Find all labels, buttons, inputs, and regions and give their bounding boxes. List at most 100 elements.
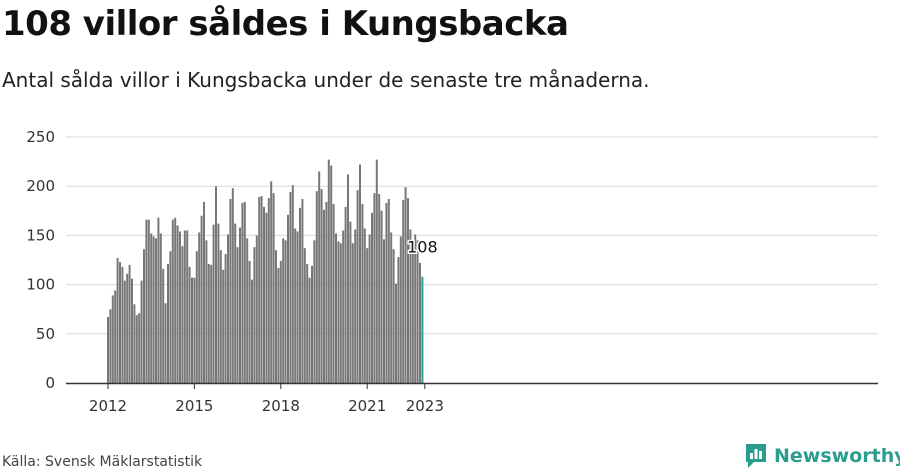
bar: [205, 240, 208, 383]
bar: [193, 277, 196, 383]
bar: [195, 251, 198, 383]
bar: [212, 224, 215, 383]
bar: [260, 196, 263, 383]
y-tick-label: 0: [45, 374, 55, 392]
bar: [138, 313, 141, 383]
bar: [289, 192, 292, 383]
source-note: Källa: Svensk Mäklarstatistik: [2, 454, 203, 470]
bar: [390, 232, 393, 383]
bar: [342, 230, 345, 383]
newsworthy-logo-icon: [746, 444, 766, 468]
bar: [253, 247, 256, 383]
bar: [385, 202, 388, 383]
bar: [318, 171, 321, 383]
bar: [409, 229, 412, 383]
bar: [140, 280, 143, 383]
x-tick-label: 2023: [406, 397, 444, 415]
bar: [325, 201, 328, 383]
bar: [392, 249, 395, 383]
bar: [404, 187, 407, 383]
bar: [109, 309, 112, 383]
bar: [407, 198, 409, 383]
bar: [183, 230, 186, 383]
bar: [344, 206, 347, 383]
bar: [275, 250, 277, 383]
bar: [145, 219, 148, 383]
bar: [359, 164, 361, 383]
brand-name: Newsworthy: [774, 445, 900, 467]
bar: [198, 232, 201, 383]
bar: [121, 266, 124, 383]
bar: [351, 243, 354, 383]
bar: [265, 212, 268, 383]
chart-title: 108 villor såldes i Kungsbacka: [2, 4, 569, 44]
bar: [301, 198, 304, 383]
bar: [323, 209, 325, 383]
bar: [313, 240, 316, 383]
bar: [335, 233, 337, 383]
bar: [164, 303, 167, 383]
bar: [191, 277, 193, 383]
x-axis-labels: 2012 2015 2018 2021 2023: [89, 383, 444, 415]
bar: [131, 278, 133, 383]
y-tick-label: 150: [26, 226, 55, 244]
bar: [380, 210, 383, 383]
x-tick-label: 2015: [175, 397, 213, 415]
y-tick-label: 200: [26, 177, 55, 195]
bar: [378, 194, 381, 383]
bar: [337, 241, 340, 383]
bar: [234, 223, 237, 383]
bar: [419, 262, 421, 383]
bar: [287, 214, 289, 383]
bar: [296, 231, 299, 383]
bar: [291, 185, 294, 383]
bar: [299, 207, 301, 383]
bar: [387, 198, 390, 383]
bar: [239, 227, 241, 383]
bar: [123, 280, 126, 383]
bar: [159, 233, 162, 383]
bar: [272, 193, 275, 383]
bar: [207, 263, 210, 383]
bar: [143, 249, 145, 383]
bar: [303, 248, 306, 383]
bar: [402, 199, 405, 383]
bar: [155, 238, 157, 383]
bar: [371, 212, 373, 383]
bar: [354, 229, 357, 383]
y-tick-label: 250: [26, 128, 55, 146]
bar: [224, 254, 227, 383]
bar: [150, 233, 153, 383]
bar: [107, 317, 109, 383]
bar: [215, 186, 217, 383]
bar: [229, 198, 232, 383]
bar: [277, 267, 280, 383]
bar: [308, 277, 311, 383]
bar: [375, 159, 378, 383]
bar: [399, 236, 402, 383]
bar: [162, 268, 165, 383]
bar: [219, 250, 222, 383]
bar: [152, 236, 155, 383]
bar: [339, 243, 342, 383]
bar: [373, 193, 376, 383]
bar: [116, 258, 119, 383]
bar: [176, 225, 179, 383]
bar: [243, 201, 246, 383]
bar: [147, 219, 150, 383]
bar: [251, 279, 253, 383]
bar: [200, 215, 203, 383]
brand-logo[interactable]: Newsworthy: [744, 442, 900, 470]
bar: [395, 283, 397, 383]
bar: [270, 181, 273, 383]
bar: [119, 261, 121, 383]
bar: [133, 304, 136, 383]
bar: [157, 217, 160, 383]
bar: [311, 265, 313, 383]
bar: [332, 203, 335, 383]
bar: [349, 221, 352, 383]
bar: [368, 234, 371, 383]
bar: [330, 165, 333, 383]
chart-subtitle: Antal sålda villor i Kungsbacka under de…: [2, 68, 650, 92]
bar: [282, 238, 285, 383]
